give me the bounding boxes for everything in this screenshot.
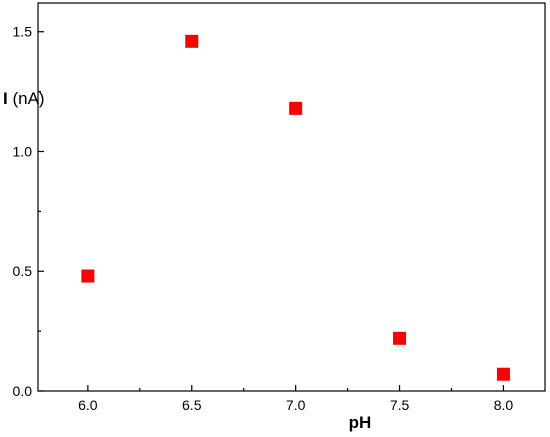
plot-frame	[37, 2, 546, 392]
tick-label-group: 6.0 6.5 7.0 7.5 8.0 0.0 0.5 1.0 1.5	[13, 24, 514, 413]
y-axis-title-unit: (nA)	[8, 89, 45, 108]
y-tick-label: 0.0	[13, 383, 33, 399]
y-axis-title: I (nA)	[3, 89, 45, 108]
x-tick-label: 7.0	[286, 397, 306, 413]
x-tick-label: 7.5	[390, 397, 410, 413]
x-tick-label: 6.5	[182, 397, 202, 413]
y-tick-label: 1.0	[13, 143, 33, 159]
x-axis-title: pH	[349, 413, 372, 432]
x-tick-label: 6.0	[78, 397, 98, 413]
y-tick-label: 0.5	[13, 263, 33, 279]
data-point	[393, 331, 407, 345]
y-tick-label: 1.5	[13, 24, 33, 40]
y-axis-title-symbol: I	[3, 89, 8, 108]
tick-group	[38, 31, 505, 392]
data-point	[289, 101, 303, 115]
data-point	[496, 367, 510, 381]
marker-group	[81, 34, 510, 381]
data-point	[81, 269, 95, 283]
data-point	[185, 34, 199, 48]
x-tick-label: 8.0	[494, 397, 514, 413]
